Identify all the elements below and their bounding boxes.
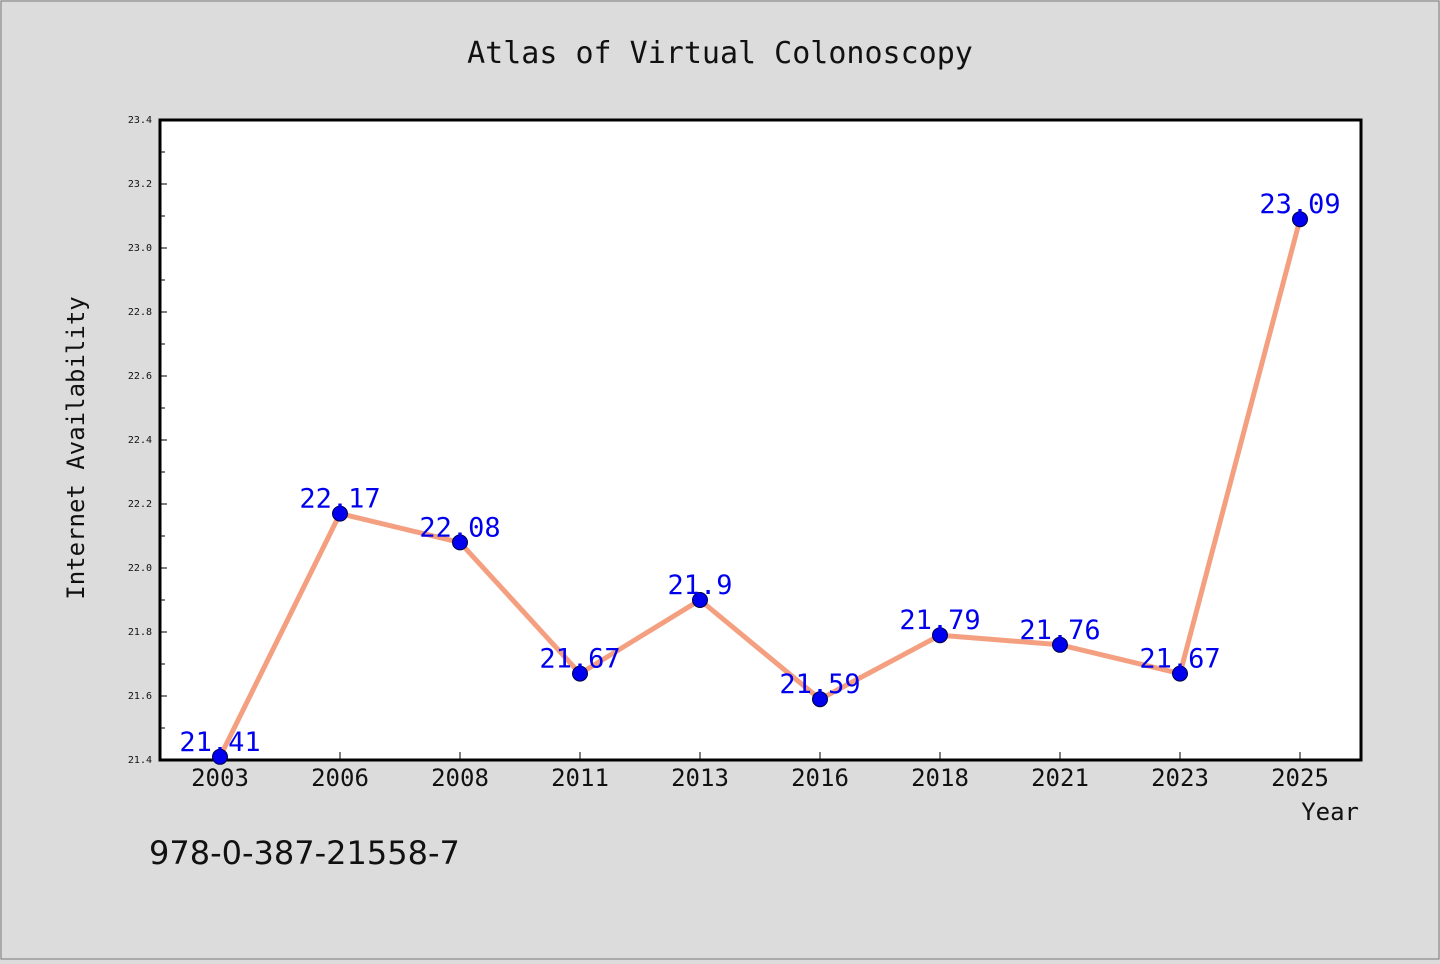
x-tick-label: 2023 [1151, 764, 1209, 792]
x-tick-label: 2025 [1271, 764, 1329, 792]
series-internet-availability [212, 211, 1308, 765]
data-label: 22.17 [299, 484, 380, 515]
data-label: 21.79 [899, 605, 980, 636]
y-axis: 21.4 21.6 21.8 22.0 22.2 22.4 22.6 22.8 23.0 23.2… [128, 115, 167, 766]
data-label: 21.67 [539, 644, 620, 675]
y-tick-label: 22.4 [128, 435, 152, 446]
y-tick-label: 21.4 [128, 755, 152, 766]
data-point [452, 534, 468, 551]
data-label: 22.08 [419, 512, 500, 543]
data-point [1052, 636, 1068, 653]
chart-title: Atlas of Virtual Colonoscopy [467, 36, 973, 71]
data-label: 21.76 [1019, 615, 1100, 646]
plot-area [158, 118, 1363, 762]
x-axis-label: Year [1301, 798, 1359, 826]
x-tick-label: 2008 [431, 764, 489, 792]
data-point [332, 505, 348, 522]
y-tick-label: 22.2 [128, 499, 152, 510]
data-label: 21.9 [667, 570, 732, 601]
x-tick-label: 2006 [311, 764, 369, 792]
data-point [212, 748, 228, 765]
x-tick-label: 2016 [791, 764, 849, 792]
y-tick-label: 23.2 [128, 179, 152, 190]
x-tick-label: 2013 [671, 764, 729, 792]
x-tick-label: 2018 [911, 764, 969, 792]
data-point [692, 592, 708, 608]
y-tick-label: 21.6 [128, 691, 152, 702]
y-tick-label: 22.6 [128, 371, 152, 382]
data-labels: 21.41 22.17 22.08 21.67 21.9 21.59 21.79 21.76 2… [179, 189, 1340, 758]
data-label: 21.67 [1139, 644, 1220, 675]
y-tick-label: 23.4 [128, 115, 152, 126]
data-point [932, 627, 948, 644]
isbn-text: 978-0-387-21558-7 [149, 834, 460, 872]
y-tick-label: 21.8 [128, 627, 152, 638]
x-tick-label: 2011 [551, 764, 609, 792]
x-tick-label: 2021 [1031, 764, 1089, 792]
x-axis: 2003 2006 2008 2011 2013 2016 2018 2021 2023 2025 [191, 752, 1329, 792]
data-point [572, 665, 588, 682]
data-label: 21.41 [179, 727, 260, 758]
series-line [217, 218, 1303, 758]
y-axis-label: Internet Availability [62, 296, 90, 599]
y-tick-label: 22.8 [128, 307, 152, 318]
data-label: 23.09 [1259, 189, 1340, 220]
x-tick-label: 2003 [191, 764, 249, 792]
data-point [1172, 665, 1188, 682]
data-point [1292, 211, 1308, 228]
data-point [812, 691, 828, 708]
data-label: 21.59 [779, 669, 860, 700]
y-tick-label: 23.0 [128, 243, 152, 254]
y-tick-label: 22.0 [128, 563, 152, 574]
